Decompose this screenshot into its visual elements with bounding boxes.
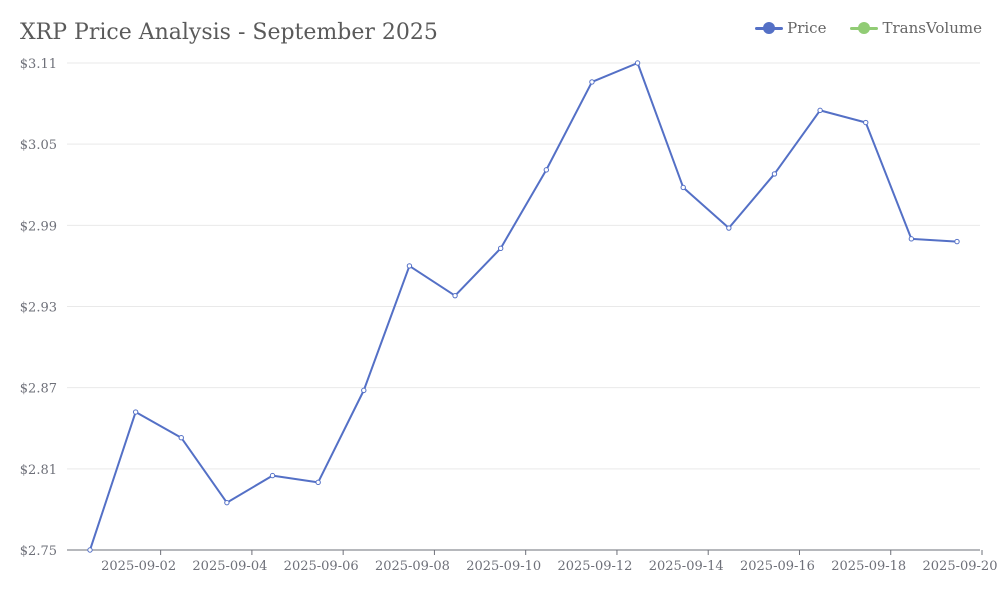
data-point[interactable] bbox=[543, 167, 550, 173]
data-point[interactable] bbox=[178, 435, 184, 441]
x-tick-label: 2025-09-04 bbox=[192, 559, 267, 574]
chart-title: XRP Price Analysis - September 2025 bbox=[20, 20, 438, 45]
data-point[interactable] bbox=[863, 119, 869, 126]
data-point[interactable] bbox=[771, 171, 778, 177]
x-tick-label: 2025-09-18 bbox=[831, 559, 906, 574]
legend-item-transvolume[interactable]: TransVolume bbox=[850, 19, 982, 37]
legend-label-transvolume: TransVolume bbox=[882, 19, 982, 37]
data-point[interactable] bbox=[589, 79, 595, 85]
y-tick-label: $3.05 bbox=[20, 138, 57, 153]
y-tick-label: $2.93 bbox=[20, 301, 57, 316]
legend-swatch-transvolume bbox=[850, 21, 879, 35]
data-point[interactable] bbox=[954, 238, 960, 245]
y-tick-label: $2.87 bbox=[20, 382, 57, 397]
data-point[interactable] bbox=[132, 409, 139, 415]
data-point[interactable] bbox=[87, 547, 93, 553]
x-tick-label: 2025-09-12 bbox=[557, 559, 632, 574]
data-point[interactable] bbox=[361, 387, 367, 394]
data-point[interactable] bbox=[315, 479, 321, 486]
y-tick-label: $2.81 bbox=[20, 463, 57, 478]
data-point[interactable] bbox=[224, 499, 230, 506]
legend-swatch-price bbox=[755, 21, 784, 35]
y-tick-label: $2.99 bbox=[20, 219, 57, 234]
data-point[interactable] bbox=[680, 184, 686, 191]
x-tick-label: 2025-09-08 bbox=[375, 559, 450, 574]
y-tick-label: $3.11 bbox=[20, 57, 57, 72]
data-point[interactable] bbox=[634, 60, 641, 66]
x-tick-label: 2025-09-10 bbox=[466, 559, 541, 574]
legend: Price TransVolume bbox=[755, 19, 982, 37]
legend-item-price[interactable]: Price bbox=[755, 19, 826, 37]
data-point[interactable] bbox=[817, 107, 823, 114]
data-point[interactable] bbox=[269, 472, 276, 479]
data-point[interactable] bbox=[452, 292, 458, 299]
data-point[interactable] bbox=[497, 245, 504, 252]
x-tick-label: 2025-09-14 bbox=[649, 559, 724, 574]
x-tick-label: 2025-09-02 bbox=[101, 559, 176, 574]
y-tick-label: $2.75 bbox=[20, 544, 57, 559]
data-point[interactable] bbox=[406, 263, 413, 269]
legend-label-price: Price bbox=[787, 19, 827, 37]
x-tick-label: 2025-09-20 bbox=[923, 559, 998, 574]
data-point[interactable] bbox=[726, 225, 732, 231]
x-tick-label: 2025-09-16 bbox=[740, 559, 815, 574]
x-tick-label: 2025-09-06 bbox=[284, 559, 359, 574]
data-point[interactable] bbox=[908, 236, 915, 242]
series-line-price bbox=[89, 62, 958, 551]
